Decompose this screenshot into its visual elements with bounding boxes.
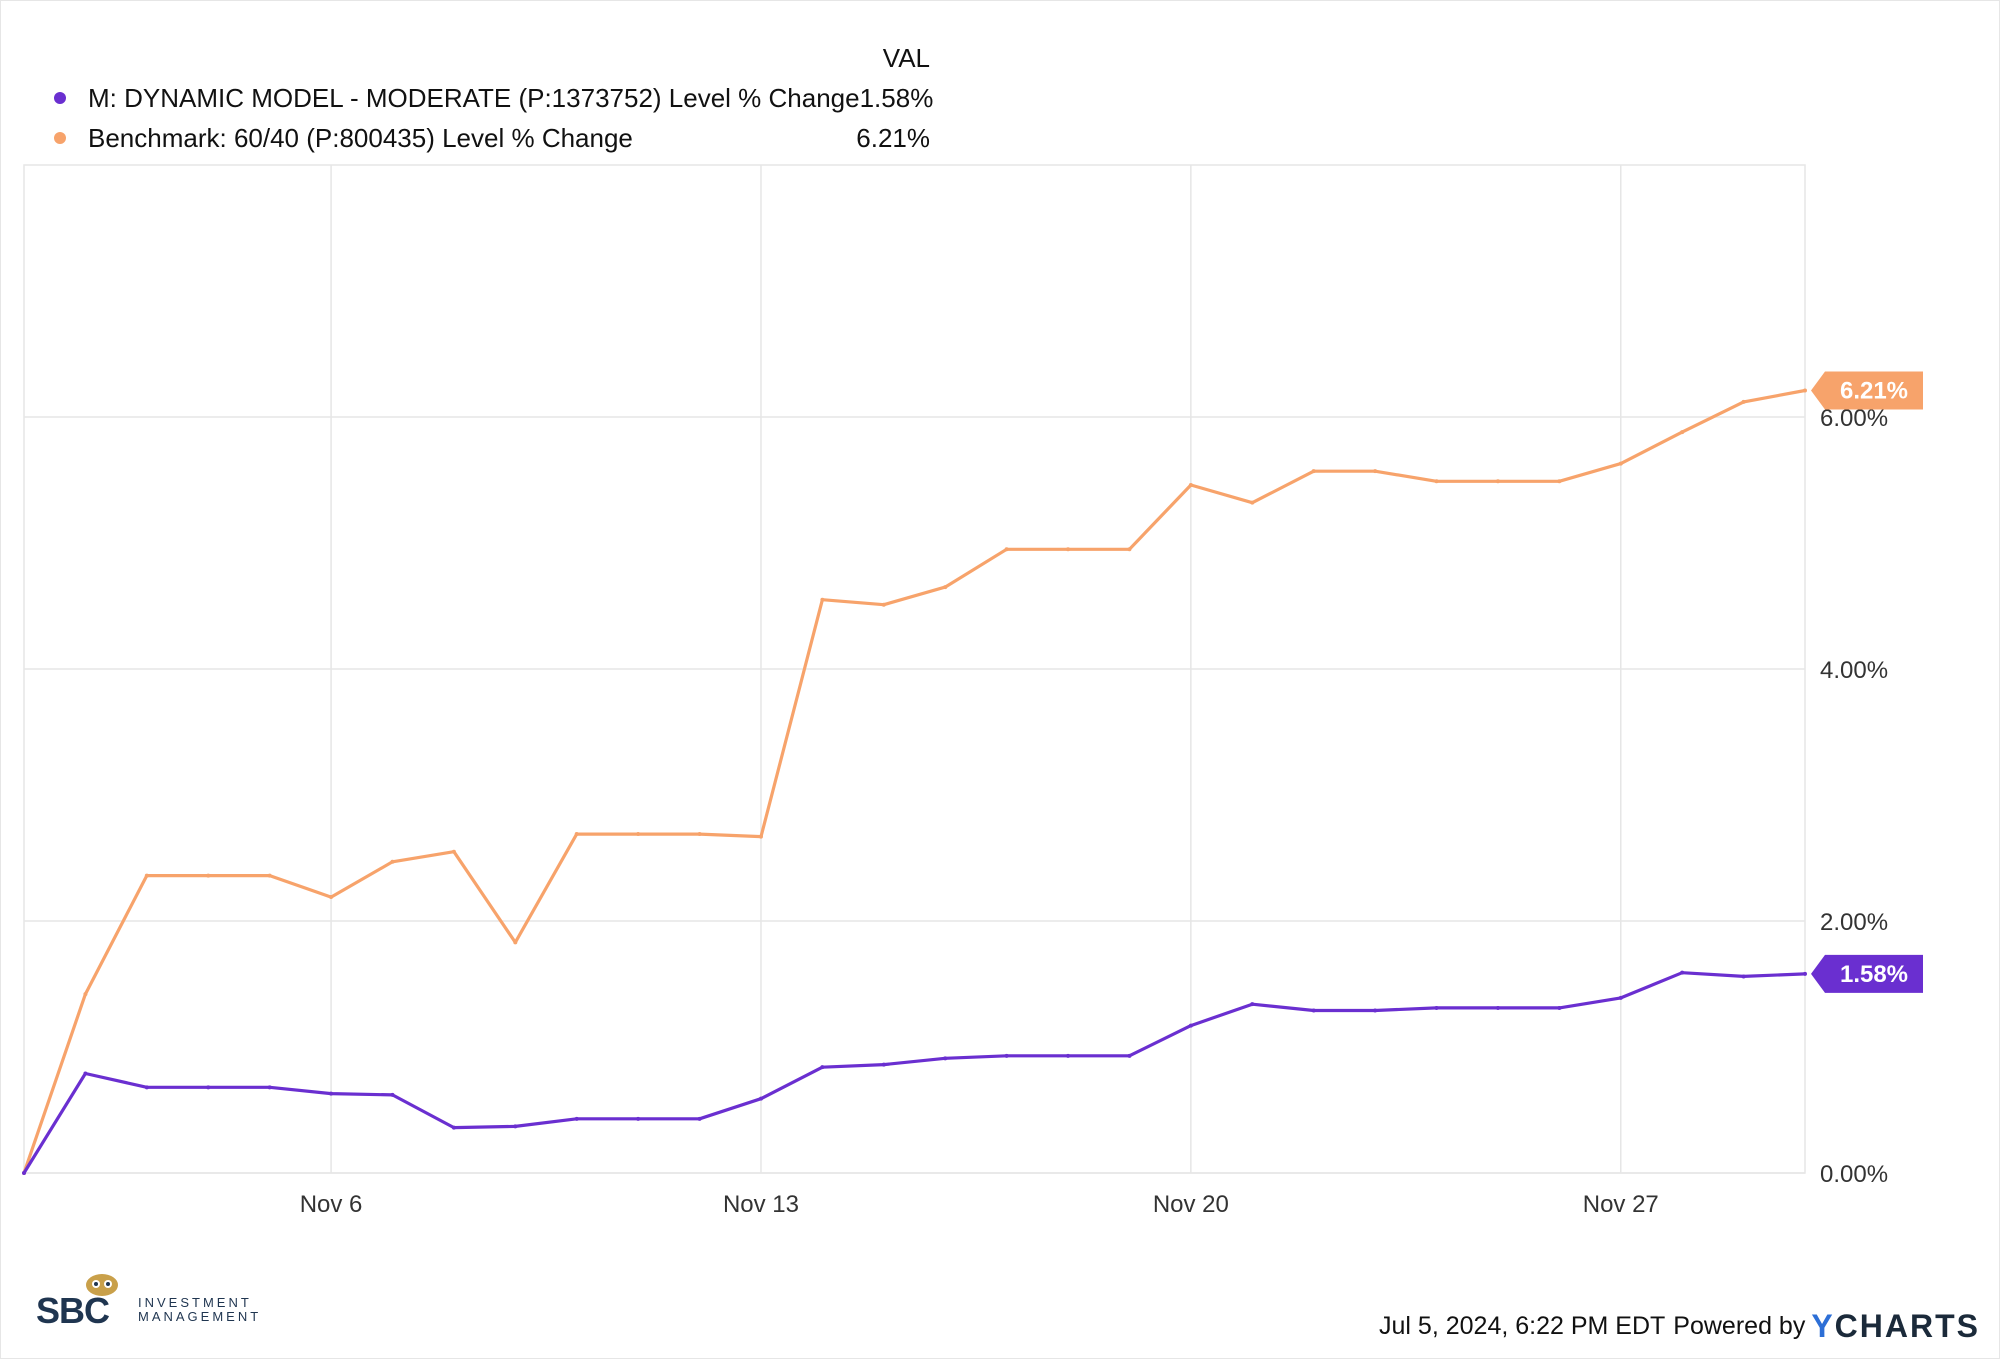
- data-point: [1127, 547, 1132, 552]
- data-point: [1803, 971, 1807, 976]
- y-tick-label: 0.00%: [1820, 1161, 1888, 1188]
- legend: VAL M: DYNAMIC MODEL - MODERATE (P:13737…: [50, 38, 933, 158]
- data-point: [329, 895, 334, 900]
- owl-icon: [86, 1274, 118, 1296]
- data-point: [1373, 1008, 1378, 1013]
- data-point: [1680, 430, 1685, 435]
- data-point: [1495, 1005, 1500, 1010]
- data-point: [758, 1096, 763, 1101]
- footer: Jul 5, 2024, 6:22 PM EDT Powered by YCHA…: [1379, 1308, 1980, 1345]
- end-label-model: 1.58%: [1811, 954, 1923, 993]
- grid-layer: 0.00%2.00%4.00%6.00%Nov 6 Nov 13 Nov 20 Nov…: [23, 164, 1888, 1218]
- legend-item-value: 6.21%: [856, 122, 930, 153]
- data-point: [943, 585, 948, 590]
- y-tick-label: 2.00%: [1820, 909, 1888, 936]
- data-point: [390, 859, 395, 864]
- data-point: [451, 849, 456, 854]
- data-point: [820, 1065, 825, 1070]
- data-point: [1373, 469, 1378, 474]
- x-tick-label: Nov 27: [1583, 1191, 1659, 1218]
- data-point: [636, 1116, 641, 1121]
- data-point: [881, 1062, 886, 1067]
- x-tick-label: Nov 13: [723, 1191, 799, 1218]
- data-point: [697, 832, 702, 837]
- data-point: [820, 597, 825, 602]
- data-point: [881, 602, 886, 607]
- data-point: [1066, 547, 1071, 552]
- series-dot-icon: [54, 132, 66, 144]
- data-point: [513, 940, 518, 945]
- data-point: [758, 834, 763, 839]
- data-point: [513, 1124, 518, 1129]
- data-point: [1188, 1023, 1193, 1028]
- data-point: [267, 1085, 272, 1090]
- data-point: [267, 873, 272, 878]
- data-point: [943, 1056, 948, 1061]
- legend-item-model[interactable]: M: DYNAMIC MODEL - MODERATE (P:1373752) …: [50, 78, 933, 118]
- legend-item-benchmark[interactable]: Benchmark: 60/40 (P:800435) Level % Chan…: [50, 118, 930, 158]
- data-point: [1495, 479, 1500, 484]
- data-point: [206, 873, 211, 878]
- data-point: [1250, 500, 1255, 505]
- label-layer: 1.58% 6.21%: [1811, 371, 1923, 993]
- series-layer: [22, 388, 1807, 1175]
- logo-line2: MANAGEMENT: [138, 1309, 261, 1324]
- ycharts-logo-text: CHARTS: [1834, 1308, 1980, 1344]
- data-point: [1311, 1008, 1316, 1013]
- data-point: [574, 1116, 579, 1121]
- end-label-benchmark: 6.21%: [1811, 371, 1923, 410]
- data-point: [1311, 469, 1316, 474]
- data-point: [1250, 1002, 1255, 1007]
- timestamp: Jul 5, 2024, 6:22 PM EDT: [1379, 1312, 1666, 1340]
- data-point: [1004, 1053, 1009, 1058]
- sbc-logo: SBC INVESTMENT MANAGEMENT: [36, 1274, 261, 1331]
- x-tick-label: Nov 20: [1153, 1191, 1229, 1218]
- data-point: [390, 1092, 395, 1097]
- data-point: [1803, 388, 1807, 393]
- data-point: [1557, 1005, 1562, 1010]
- data-point: [22, 1171, 26, 1175]
- data-point: [83, 992, 88, 997]
- data-point: [206, 1085, 211, 1090]
- data-point: [329, 1091, 334, 1096]
- legend-item-label: M: DYNAMIC MODEL - MODERATE (P:1373752) …: [88, 82, 860, 113]
- data-point: [697, 1116, 702, 1121]
- data-point: [1618, 461, 1623, 466]
- y-tick-label: 4.00%: [1820, 657, 1888, 684]
- ycharts-logo[interactable]: YCHARTS: [1811, 1308, 1980, 1345]
- legend-header: VAL: [882, 43, 930, 73]
- data-point: [451, 1125, 456, 1130]
- data-point: [1188, 483, 1193, 488]
- series-line-model: [22, 971, 1807, 1175]
- data-point: [1004, 547, 1009, 552]
- end-label-text: 6.21%: [1840, 378, 1908, 405]
- logo-line1: INVESTMENT: [138, 1295, 252, 1310]
- data-point: [144, 873, 149, 878]
- legend-item-label: Benchmark: 60/40 (P:800435) Level % Chan…: [88, 122, 633, 153]
- series-dot-icon: [54, 92, 66, 104]
- data-point: [1618, 995, 1623, 1000]
- series-line-benchmark: [22, 388, 1807, 1175]
- data-point: [1127, 1053, 1132, 1058]
- x-tick-label: Nov 6: [300, 1191, 363, 1218]
- data-point: [1434, 479, 1439, 484]
- data-point: [83, 1071, 88, 1076]
- data-point: [1680, 970, 1685, 975]
- logo-letters: SBC: [36, 1290, 110, 1331]
- data-point: [636, 832, 641, 837]
- data-point: [1066, 1053, 1071, 1058]
- legend-item-value: 1.58%: [859, 82, 934, 113]
- data-point: [144, 1085, 149, 1090]
- data-point: [574, 832, 579, 837]
- data-point: [1434, 1005, 1439, 1010]
- end-label-tag: [1811, 371, 1923, 410]
- data-point: [1557, 479, 1562, 484]
- ycharts-logo-y: Y: [1811, 1308, 1835, 1344]
- data-point: [1741, 974, 1746, 979]
- end-label-tag: [1811, 954, 1923, 993]
- powered-by-label: Powered by: [1673, 1312, 1806, 1340]
- data-point: [1741, 399, 1746, 404]
- end-label-text: 1.58%: [1840, 961, 1908, 988]
